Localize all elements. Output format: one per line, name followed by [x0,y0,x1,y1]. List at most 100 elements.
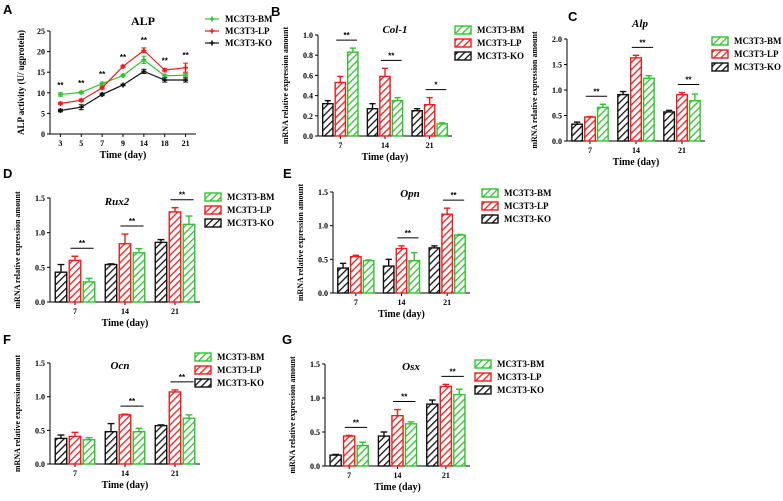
legend-swatch [204,218,222,228]
significance-marker: * [434,81,438,90]
y-tick-label: 2.0 [552,35,562,44]
y-tick-label: 1.5 [310,360,320,369]
panel-F: F Ocn 0.0 0.5 1.0 1.5 mRNA relative expression… [3,332,265,491]
data-point [78,89,84,95]
x-tick-label: 21 [442,471,450,480]
bar [168,211,182,303]
chart-title: Alp [631,18,648,30]
bar [596,106,609,142]
y-tick-label: 20 [37,48,45,57]
legend-label: MC3T3-LP [217,365,262,375]
bar [154,241,168,303]
y-tick-label: 0.6 [303,71,313,80]
legend-label: MC3T3-LP [227,205,272,215]
legend-label: MC3T3-BM [227,192,275,202]
significance-marker: ** [388,51,395,60]
legend-label: MC3T3-BM [734,36,782,46]
bar [423,103,436,137]
bar [439,385,453,467]
bar [132,430,146,465]
chart-title: Osx [402,361,420,373]
legend-label: MC3T3-BM [504,188,552,198]
panel-A: A ALP 0 5 10 15 20 25 ALP activity (U/ ugprotein… [3,2,273,161]
significance-marker: ** [593,87,600,96]
legend-label: MC3T3-LP [225,26,270,36]
y-axis-title: mRNA relative expression amount [296,184,305,302]
legend-swatch [711,36,729,46]
bar [68,435,82,465]
chart-title: Col-1 [382,24,407,36]
x-tick-label: 18 [161,139,169,148]
x-tick-label: 9 [121,139,125,148]
bar [334,81,347,137]
data-point [99,91,105,97]
legend-swatch [481,188,499,198]
bar [54,271,68,303]
y-tick-label: 1.0 [310,394,320,403]
bar [642,77,655,142]
y-axis-title: mRNA relative expression amount [281,27,290,145]
bar [321,102,334,137]
y-tick-label: 0.2 [303,112,313,121]
bar [104,263,118,303]
bar [411,110,423,137]
legend-label: MC3T3-BM [497,359,545,369]
legend-label: MC3T3-BM [217,352,265,362]
data-point [78,104,84,110]
x-tick-label: 7 [588,146,592,155]
chart-title: Ocn [111,360,130,372]
x-tick-label: 7 [354,298,358,307]
bar [441,213,454,294]
y-tick-label: 0.5 [318,255,328,264]
y-tick-label: 25 [37,27,45,36]
y-tick-label: 0.5 [310,428,320,437]
panel-G: G Osx 0.0 0.5 1.0 1.5 mRNA relative expression… [282,332,545,493]
legend-label: MC3T3-LP [504,201,549,211]
legend-label: MC3T3-LP [734,49,779,59]
legend-label: MC3T3-LP [497,372,542,382]
significance-marker: ** [120,53,127,62]
legend-label: MC3T3-KO [225,38,272,48]
significance-marker: ** [99,70,106,79]
bar [132,252,146,303]
x-tick-label: 3 [58,139,62,148]
y-tick-label: 0.0 [35,460,45,469]
bar [571,123,584,142]
bar [337,267,349,294]
x-tick-label: 14 [140,139,148,148]
bar [382,265,395,294]
y-tick-label: 1.0 [35,229,45,238]
significance-marker: ** [162,56,169,65]
x-axis-title: Time (day) [378,309,425,320]
panel-label: D [3,166,12,181]
bar [454,234,466,294]
y-axis-title: mRNA relative expression amount [530,31,539,149]
x-tick-label: 14 [121,307,129,316]
legend-swatch [204,205,222,215]
legend-label: MC3T3-KO [217,378,264,388]
x-tick-label: 14 [381,141,389,150]
x-axis-title: Time (day) [102,480,149,491]
y-tick-label: 0.5 [552,112,562,121]
x-axis-title: Time (day) [102,318,149,329]
data-point [57,108,63,114]
panel-label: B [271,4,280,19]
legend-swatch [204,192,222,202]
bar [118,414,132,465]
panel-label: C [568,9,578,24]
legend-swatch [454,25,472,35]
y-tick-label: 1.5 [552,61,562,70]
bar [118,243,132,303]
data-point [183,72,189,78]
bar [688,100,701,142]
panel-label: G [282,332,292,347]
bar [342,435,356,467]
legend-label: MC3T3-KO [477,51,524,61]
y-tick-label: 0.0 [310,462,320,471]
significance-marker: ** [179,373,186,382]
bar [362,259,375,294]
legend-swatch [194,352,212,362]
bar [404,423,418,467]
y-tick-label: 0.0 [318,289,328,298]
y-tick-label: 1.0 [552,86,562,95]
